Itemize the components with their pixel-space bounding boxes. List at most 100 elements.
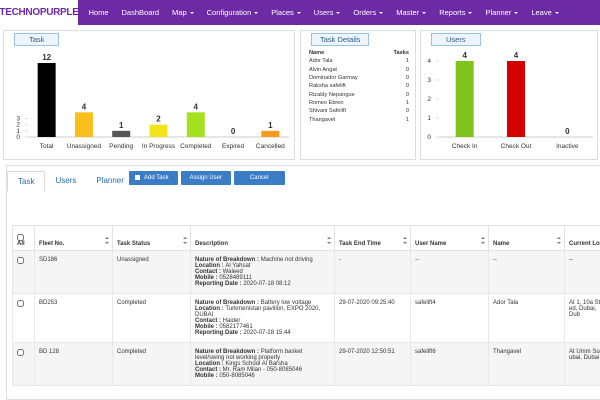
- description-line: Location : Kings School Al Barsha: [195, 361, 330, 367]
- cell: BD 128: [34, 342, 113, 386]
- assign-user-button[interactable]: Assign User: [180, 171, 231, 185]
- description-line: Contact : Waleed: [195, 269, 330, 275]
- row: Dominador Garmay 0: [309, 74, 409, 82]
- cell: 1: [405, 100, 409, 107]
- column-header: User Name: [410, 225, 489, 251]
- cell: Completed: [112, 293, 191, 343]
- cell: 29-07-2020 09:25:40: [334, 293, 411, 343]
- field-value: Haider: [222, 318, 241, 324]
- field-label: Location :: [195, 306, 224, 312]
- bar: [149, 124, 168, 137]
- field-label: Location :: [195, 361, 224, 367]
- nav-item[interactable]: Home: [82, 8, 115, 17]
- sort-icon[interactable]: [327, 237, 331, 244]
- chart: 0 1 2 3 4 4 Check In 4 Check Out 0 Inactive: [427, 51, 593, 150]
- cell: Raksha safelift: [309, 83, 346, 90]
- description-line: Mobile : 0582177461: [195, 324, 330, 330]
- cell: Unassigned: [112, 250, 191, 294]
- description-cell: Nature of Breakdown : Machine not drivin…: [190, 250, 335, 294]
- add-task-button[interactable]: Add Task: [129, 171, 178, 185]
- field-value: 2020-07-18 08:12: [243, 281, 291, 287]
- row: Romeo Ebreo 1: [309, 99, 409, 107]
- description-line: Nature of Breakdown : Platform basket le…: [195, 349, 330, 361]
- description-line: Nature of Breakdown : Machine not drivin…: [195, 257, 330, 263]
- nav-item[interactable]: Places: [265, 8, 308, 17]
- nav-item[interactable]: Map: [166, 8, 201, 17]
- tab[interactable]: Task: [7, 171, 46, 192]
- value-label: 12: [42, 53, 51, 62]
- description-cell: Nature of Breakdown : Battery low voltag…: [190, 293, 335, 343]
- column-header: Task Status: [112, 225, 191, 251]
- task-chart-panel: Task 0 1 2 3 12 Total 4 Unassigned 1 Pending 2 In P…: [3, 30, 295, 160]
- column-header: Name: [309, 50, 325, 56]
- description-line: Reporting Date : 2020-07-28 15:44: [195, 330, 330, 336]
- nav-item[interactable]: Reports: [433, 8, 479, 17]
- x-tick-label: In Progress: [142, 143, 176, 150]
- cell: [12, 250, 35, 294]
- value-label: 4: [514, 51, 519, 60]
- row-checkbox[interactable]: [17, 349, 24, 356]
- tab[interactable]: Planner: [96, 176, 124, 185]
- row: Alvin Angat 0: [309, 65, 409, 73]
- field-label: Reporting Date :: [195, 330, 242, 336]
- cell: Romeo Ebreo: [309, 100, 344, 107]
- cell: At Umm Sug ubai, Dubai U: [564, 342, 600, 386]
- field-value: Platform basket level/swing not working …: [195, 349, 303, 361]
- bar: [455, 61, 474, 137]
- nav-item[interactable]: Planner: [479, 8, 525, 17]
- logo[interactable]: TECHNOPURPLE: [0, 0, 79, 25]
- row-checkbox[interactable]: [17, 300, 24, 307]
- row: Thangavel 1: [309, 116, 409, 124]
- nav-item[interactable]: Leave: [525, 8, 565, 17]
- tabs: Task Users Planner: [7, 171, 134, 192]
- nav-item[interactable]: Master: [390, 8, 433, 17]
- nav-item[interactable]: DashBoard: [115, 8, 166, 17]
- cell: At 1, 10a Str ed, Dubai, Dub: [564, 293, 600, 343]
- row: Raksha safelift 0: [309, 82, 409, 90]
- header-label: Description: [195, 241, 229, 247]
- label: Add Task: [144, 175, 169, 181]
- cancel-button[interactable]: Cancel: [233, 171, 285, 185]
- caret: [254, 12, 259, 15]
- description-line: Nature of Breakdown : Battery low voltag…: [195, 300, 330, 306]
- field-label: Contact :: [195, 269, 221, 275]
- nav-label: Map: [172, 8, 187, 17]
- task-details-panel: Task Details Name Tasks Ador Tala 1 Alvin A…: [300, 30, 416, 160]
- header-label: Task End Time: [339, 241, 381, 247]
- nav-label: Users: [313, 8, 334, 17]
- row-checkbox[interactable]: [17, 257, 24, 264]
- tab[interactable]: Users: [55, 176, 77, 185]
- nav-label: Master: [396, 8, 420, 17]
- sort-icon[interactable]: [403, 237, 407, 244]
- panel-title: Task: [14, 33, 60, 46]
- y-tick-label: 2: [427, 96, 431, 103]
- field-value: 0528489111: [219, 275, 252, 281]
- description-line: Contact : Mr. Ram Milan - 050-8085046: [195, 367, 330, 373]
- sort-icon[interactable]: [105, 237, 109, 244]
- nav-item[interactable]: Configuration: [200, 8, 265, 17]
- header-label: User Name: [415, 241, 447, 247]
- cell: [12, 342, 35, 386]
- nav-item[interactable]: Users: [307, 8, 347, 17]
- task-details-table: Name Tasks Ador Tala 1 Alvin Angat 0 Dominado…: [309, 49, 409, 124]
- field-value: Mr. Ram Milan - 050-8085046: [222, 367, 303, 373]
- sort-icon[interactable]: [557, 237, 561, 244]
- x-tick-label: Check In: [452, 143, 478, 150]
- value-label: 0: [231, 127, 236, 136]
- nav-item[interactable]: Orders: [347, 8, 390, 17]
- cell: Ador Tala: [488, 293, 565, 343]
- bar: [37, 63, 56, 137]
- field-label: Nature of Breakdown :: [195, 300, 260, 306]
- field-value: 2020-07-28 15:44: [243, 330, 291, 336]
- cell: BD253: [34, 293, 113, 343]
- caret: [379, 12, 384, 15]
- field-value: Battery low voltage: [260, 300, 312, 306]
- header-label: Current Loc: [569, 241, 600, 247]
- sort-icon[interactable]: [481, 237, 485, 244]
- sort-icon[interactable]: [183, 237, 187, 244]
- select-all-checkbox[interactable]: [17, 234, 24, 241]
- header-label: Name: [493, 241, 510, 247]
- field-value: Kings School Al Barsha: [225, 361, 288, 367]
- cell: 1: [405, 58, 409, 65]
- caret: [554, 12, 559, 15]
